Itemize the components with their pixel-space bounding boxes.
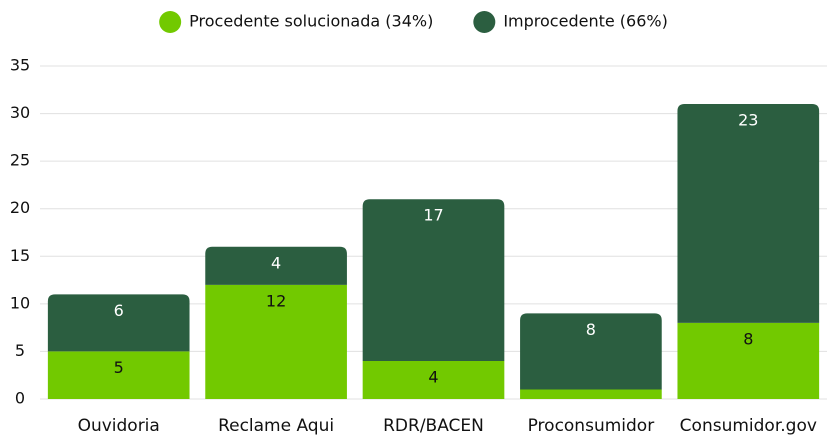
x-tick-label: Consumidor.gov [680, 416, 817, 436]
data-label: 8 [743, 329, 753, 348]
bar-segment [520, 313, 662, 390]
x-tick-label: Ouvidoria [78, 416, 160, 436]
y-tick-label: 5 [15, 341, 25, 360]
bar-segment [520, 389, 662, 399]
data-label: 6 [114, 301, 124, 320]
data-label: 4 [428, 367, 438, 386]
x-tick-label: Reclame Aqui [218, 416, 334, 436]
data-label: 8 [586, 320, 596, 339]
y-tick-label: 35 [10, 56, 30, 75]
data-label: 5 [114, 358, 124, 377]
bar-segment [47, 351, 190, 399]
bar-segment [677, 322, 820, 399]
data-label: 17 [423, 206, 443, 225]
y-tick-label: 15 [10, 246, 30, 265]
y-tick-label: 30 [10, 103, 30, 122]
bar-segment [362, 199, 505, 361]
y-tick-label: 10 [10, 293, 30, 312]
legend-swatch [473, 11, 496, 33]
y-tick-label: 0 [15, 389, 25, 408]
bar-segment [362, 360, 505, 399]
y-tick-label: 25 [10, 151, 30, 170]
data-label: 12 [266, 291, 286, 310]
bar-segment [47, 294, 190, 352]
bar-segment [677, 104, 820, 323]
bar-segment [205, 246, 347, 285]
legend: Procedente solucionada (34%) Improcedente… [159, 11, 668, 33]
data-label: 4 [271, 253, 281, 272]
x-tick-label: Proconsumidor [528, 416, 655, 436]
legend-label: Procedente solucionada (34%) [189, 12, 433, 31]
y-tick-label: 20 [10, 198, 30, 217]
legend-swatch [159, 11, 182, 33]
data-label: 23 [738, 111, 758, 130]
x-tick-label: RDR/BACEN [383, 416, 484, 436]
bar-segment [205, 284, 347, 399]
legend-label: Improcedente (66%) [503, 12, 668, 31]
